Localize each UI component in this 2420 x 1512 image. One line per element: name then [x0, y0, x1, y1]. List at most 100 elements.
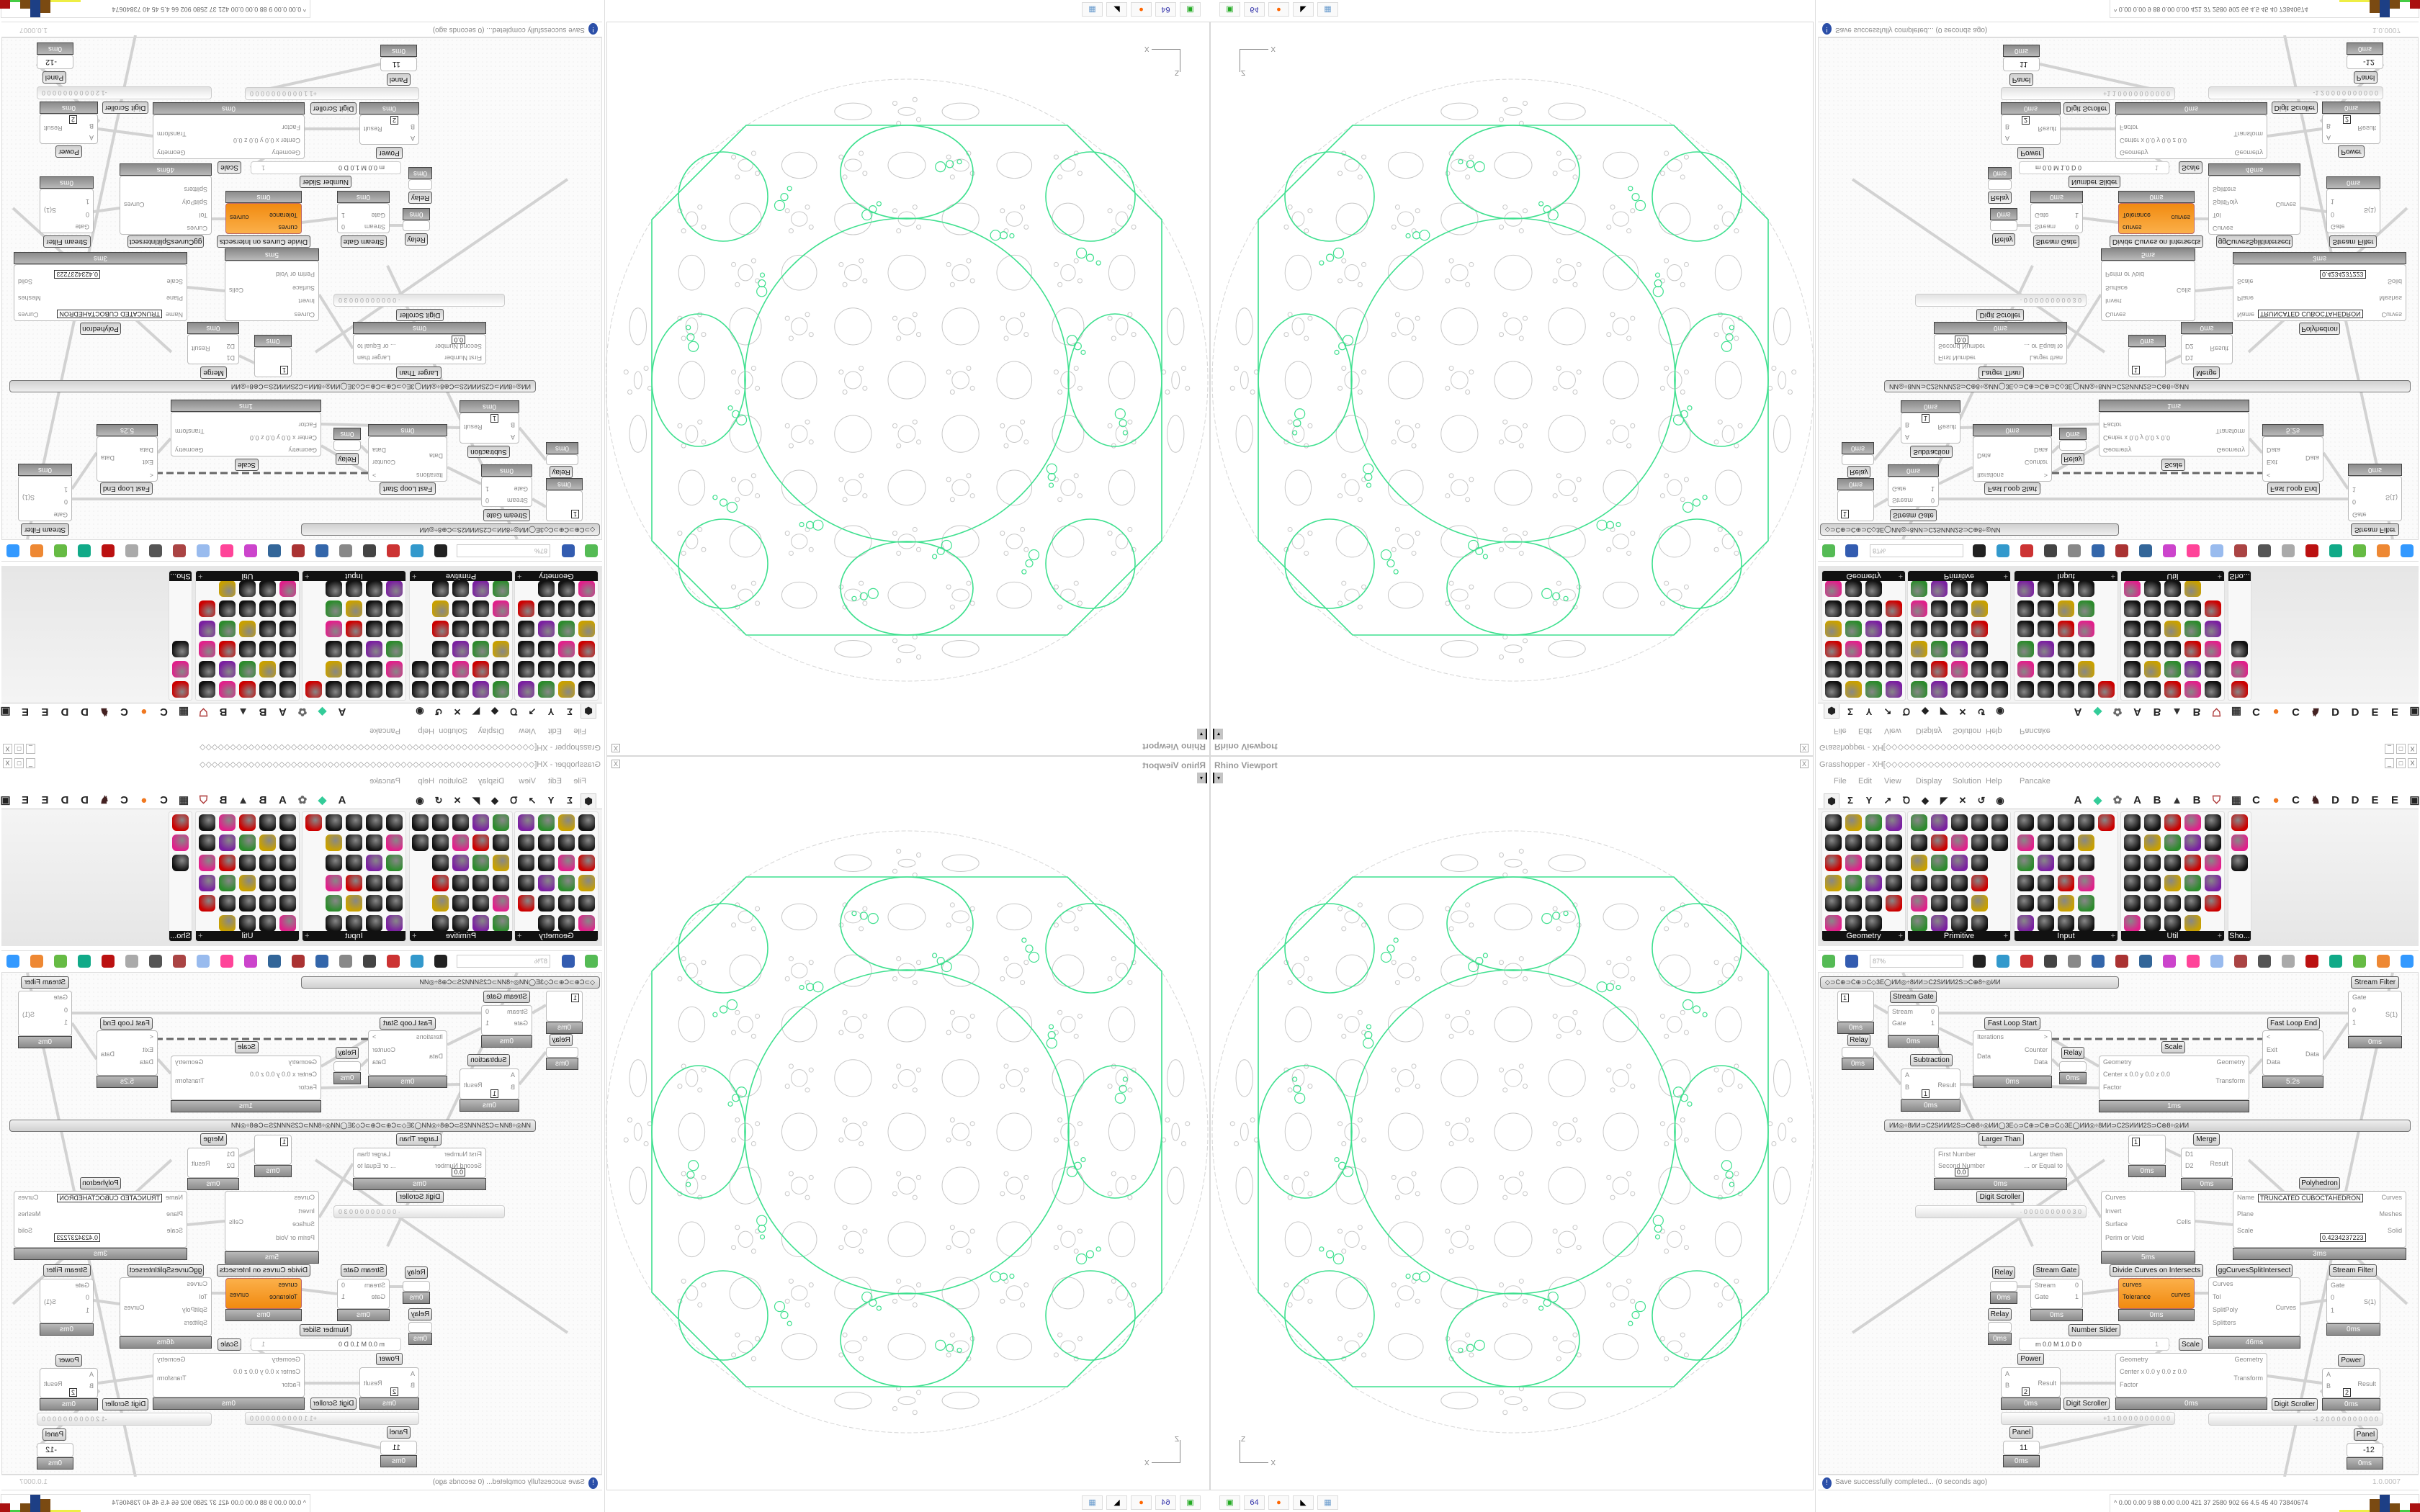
component-node[interactable]: Gate 0 1 S(1) — [40, 189, 94, 233]
component-node[interactable] — [333, 440, 361, 451]
component-icon[interactable] — [1886, 895, 1902, 912]
output-port[interactable]: 0 — [341, 1282, 346, 1289]
calculator-icon[interactable]: ▦ — [1082, 1495, 1103, 1510]
component-caption[interactable]: Panel — [2354, 71, 2378, 84]
open-file-icon[interactable] — [1822, 955, 1835, 968]
input-port[interactable]: Tol — [199, 212, 207, 219]
input-port[interactable]: Center x 0.0 y 0.0 z 0.0 — [2103, 433, 2171, 441]
input-port[interactable]: Factor — [2120, 1380, 2138, 1388]
component-caption[interactable]: Relay — [550, 466, 573, 478]
component-icon[interactable] — [2124, 834, 2141, 851]
component-icon[interactable] — [2231, 855, 2248, 871]
component-caption[interactable]: Fast Loop End — [2267, 1017, 2320, 1030]
input-value[interactable]: 0.0 — [1955, 336, 1968, 344]
calculator-icon[interactable]: ▦ — [1317, 1495, 1338, 1510]
output-port[interactable]: Result — [2357, 125, 2376, 132]
output-port[interactable]: > — [2043, 1033, 2048, 1040]
component-node[interactable]: 11 — [380, 1441, 417, 1455]
input-value[interactable]: 2 — [2343, 1388, 2352, 1397]
input-port[interactable]: Stream — [364, 223, 385, 230]
input-port[interactable]: D1 — [226, 1151, 235, 1158]
component-icon[interactable] — [1886, 855, 1902, 871]
output-port[interactable]: Result — [44, 125, 63, 132]
digit-scroller-caption[interactable]: Digit Scroller — [310, 1398, 357, 1410]
component-icon[interactable] — [1865, 875, 1882, 891]
component-node[interactable]: A B Result 1 — [1901, 413, 1960, 444]
component-icon[interactable] — [2205, 875, 2221, 891]
component-node[interactable]: 1 — [546, 490, 583, 521]
component-node[interactable]: First Number Second Number Larger than... … — [353, 1148, 486, 1178]
component-node[interactable] — [408, 1322, 432, 1333]
component-caption[interactable]: Panel — [387, 1426, 411, 1439]
output-port[interactable]: Cells — [229, 1218, 244, 1225]
component-node[interactable]: 11 — [380, 57, 417, 71]
input-port[interactable]: D2 — [2185, 343, 2194, 350]
maths-icon[interactable]: Σ — [1847, 795, 1853, 806]
input-port[interactable]: Data — [2267, 1058, 2281, 1066]
component-icon[interactable] — [2124, 814, 2141, 831]
output-port[interactable]: Data — [372, 446, 387, 454]
output-port[interactable]: Transform — [175, 428, 205, 435]
component-icon[interactable] — [1931, 855, 1948, 871]
component-caption[interactable]: Relay — [1988, 1308, 2012, 1320]
component-caption[interactable]: Polyhedron — [80, 323, 121, 335]
component-node[interactable] — [1990, 1281, 2017, 1292]
input-port[interactable]: Curves — [2213, 225, 2233, 232]
component-caption[interactable]: Subtraction — [467, 446, 510, 458]
slider-value[interactable]: 1 — [261, 1341, 266, 1348]
component-icon[interactable] — [2124, 895, 2141, 912]
input-port[interactable]: Factor — [2103, 1083, 2122, 1091]
component-node[interactable]: D1 D2 Result — [2181, 1148, 2233, 1178]
input-port[interactable]: Gate — [2352, 511, 2367, 518]
input-port[interactable]: Splitters — [184, 1319, 207, 1326]
output-port[interactable]: Solid — [2387, 1227, 2402, 1234]
floppy-icon[interactable]: 64 — [1244, 1495, 1265, 1510]
sets-icon[interactable]: Y — [1865, 795, 1873, 806]
slider-value[interactable]: 1 — [2154, 164, 2159, 171]
input-port[interactable]: Exit — [142, 1045, 153, 1053]
firefox-icon[interactable]: ● — [1131, 2, 1152, 17]
input-port[interactable]: Data — [429, 452, 443, 460]
component-node[interactable]: 11 — [2003, 57, 2040, 71]
input-port[interactable]: Geometry — [2103, 446, 2132, 454]
input-port[interactable]: Stream — [2035, 1282, 2056, 1289]
output-port[interactable]: > — [372, 1033, 377, 1040]
input-port[interactable]: Perim or Void — [2105, 1233, 2145, 1241]
slider-caption[interactable]: Number Slider — [300, 176, 351, 188]
output-port[interactable]: Larger than — [2029, 1151, 2063, 1158]
bubble-icon[interactable] — [2210, 955, 2223, 968]
input-port[interactable]: Perim or Void — [2105, 271, 2145, 279]
input-port[interactable]: Iterations — [416, 1033, 443, 1040]
component-caption[interactable]: Relay — [1847, 1034, 1870, 1046]
component-icon[interactable] — [2038, 875, 2054, 891]
output-port[interactable]: Curves — [124, 1304, 145, 1311]
output-port[interactable]: Geometry — [2216, 1058, 2245, 1066]
input-port[interactable]: Invert — [298, 297, 315, 305]
component-icon[interactable] — [1951, 895, 1968, 912]
input-port[interactable]: Curves — [2213, 1280, 2233, 1287]
component-icon[interactable] — [1991, 834, 2008, 851]
rhino-viewport-panel[interactable]: Rhino Viewport X ▾ Z X — [1210, 22, 1814, 756]
spider-icon[interactable]: ✿ — [2112, 794, 2123, 806]
component-icon[interactable] — [1971, 875, 1988, 891]
output-port[interactable]: Geometry — [2216, 446, 2245, 454]
input-port[interactable]: Curves — [2105, 1194, 2126, 1201]
group-bar[interactable]: ◇⊃C⊕⊃C⊕⊃C◇3E◯ИИ◎÷8ИИ⊃C2SИИИ2S⊃C⊕8÷◎ИИ — [1820, 976, 2119, 989]
bake-icon[interactable] — [2044, 955, 2057, 968]
component-caption[interactable]: Stream Filter — [21, 976, 69, 989]
firefox-icon[interactable]: ● — [1268, 1495, 1289, 1510]
component-icon[interactable] — [2017, 895, 2034, 912]
drop-icon[interactable] — [2401, 955, 2414, 968]
component-icon[interactable] — [1951, 814, 1968, 831]
input-port[interactable]: Factor — [282, 124, 300, 132]
input-port[interactable]: Gate — [75, 1282, 89, 1289]
output-port[interactable]: Transform — [157, 130, 187, 138]
input-port[interactable]: A — [2326, 1371, 2331, 1378]
output-port[interactable]: ... or Equal to — [2024, 1162, 2063, 1169]
component-icon[interactable] — [1971, 814, 1988, 831]
output-port[interactable]: S(1) — [2385, 1010, 2398, 1018]
component-icon[interactable] — [1931, 834, 1948, 851]
component-caption[interactable]: Fast Loop End — [100, 1017, 153, 1030]
slider-caption[interactable]: Number Slider — [300, 1324, 351, 1336]
